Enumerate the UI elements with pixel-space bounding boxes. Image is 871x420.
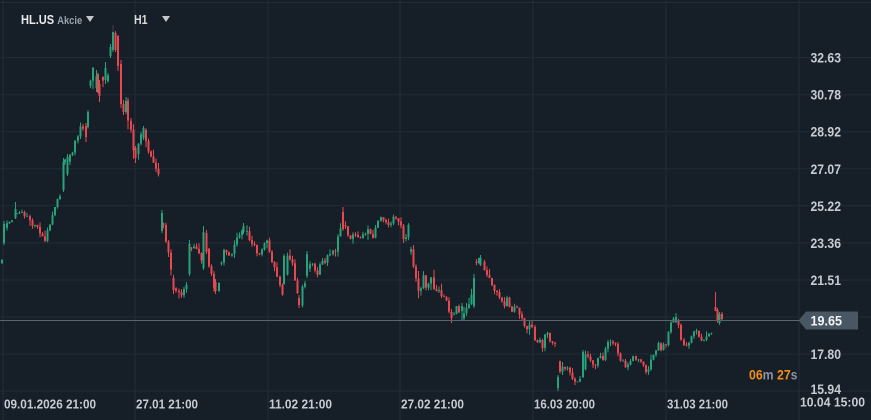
svg-text:10.04 15:00: 10.04 15:00 [800,395,865,410]
svg-text:27.07: 27.07 [811,161,842,177]
svg-text:27.02 21:00: 27.02 21:00 [401,397,464,412]
svg-text:32.63: 32.63 [811,50,842,66]
svg-text:19.65: 19.65 [811,313,843,329]
svg-text:21.51: 21.51 [811,272,842,288]
svg-text:23.36: 23.36 [811,235,842,251]
svg-text:27.01 21:00: 27.01 21:00 [136,397,198,412]
svg-text:16.03 20:00: 16.03 20:00 [534,397,595,412]
svg-text:09.01.2026 21:00: 09.01.2026 21:00 [4,397,96,412]
svg-text:25.22: 25.22 [811,198,842,214]
svg-text:11.02 21:00: 11.02 21:00 [269,397,332,412]
svg-text:31.03 21:00: 31.03 21:00 [667,397,728,412]
svg-text:28.92: 28.92 [811,124,842,140]
svg-text:30.78: 30.78 [811,87,842,103]
svg-text:15.94: 15.94 [811,381,842,397]
svg-text:06m 27s: 06m 27s [749,367,798,383]
svg-text:17.80: 17.80 [811,346,842,362]
